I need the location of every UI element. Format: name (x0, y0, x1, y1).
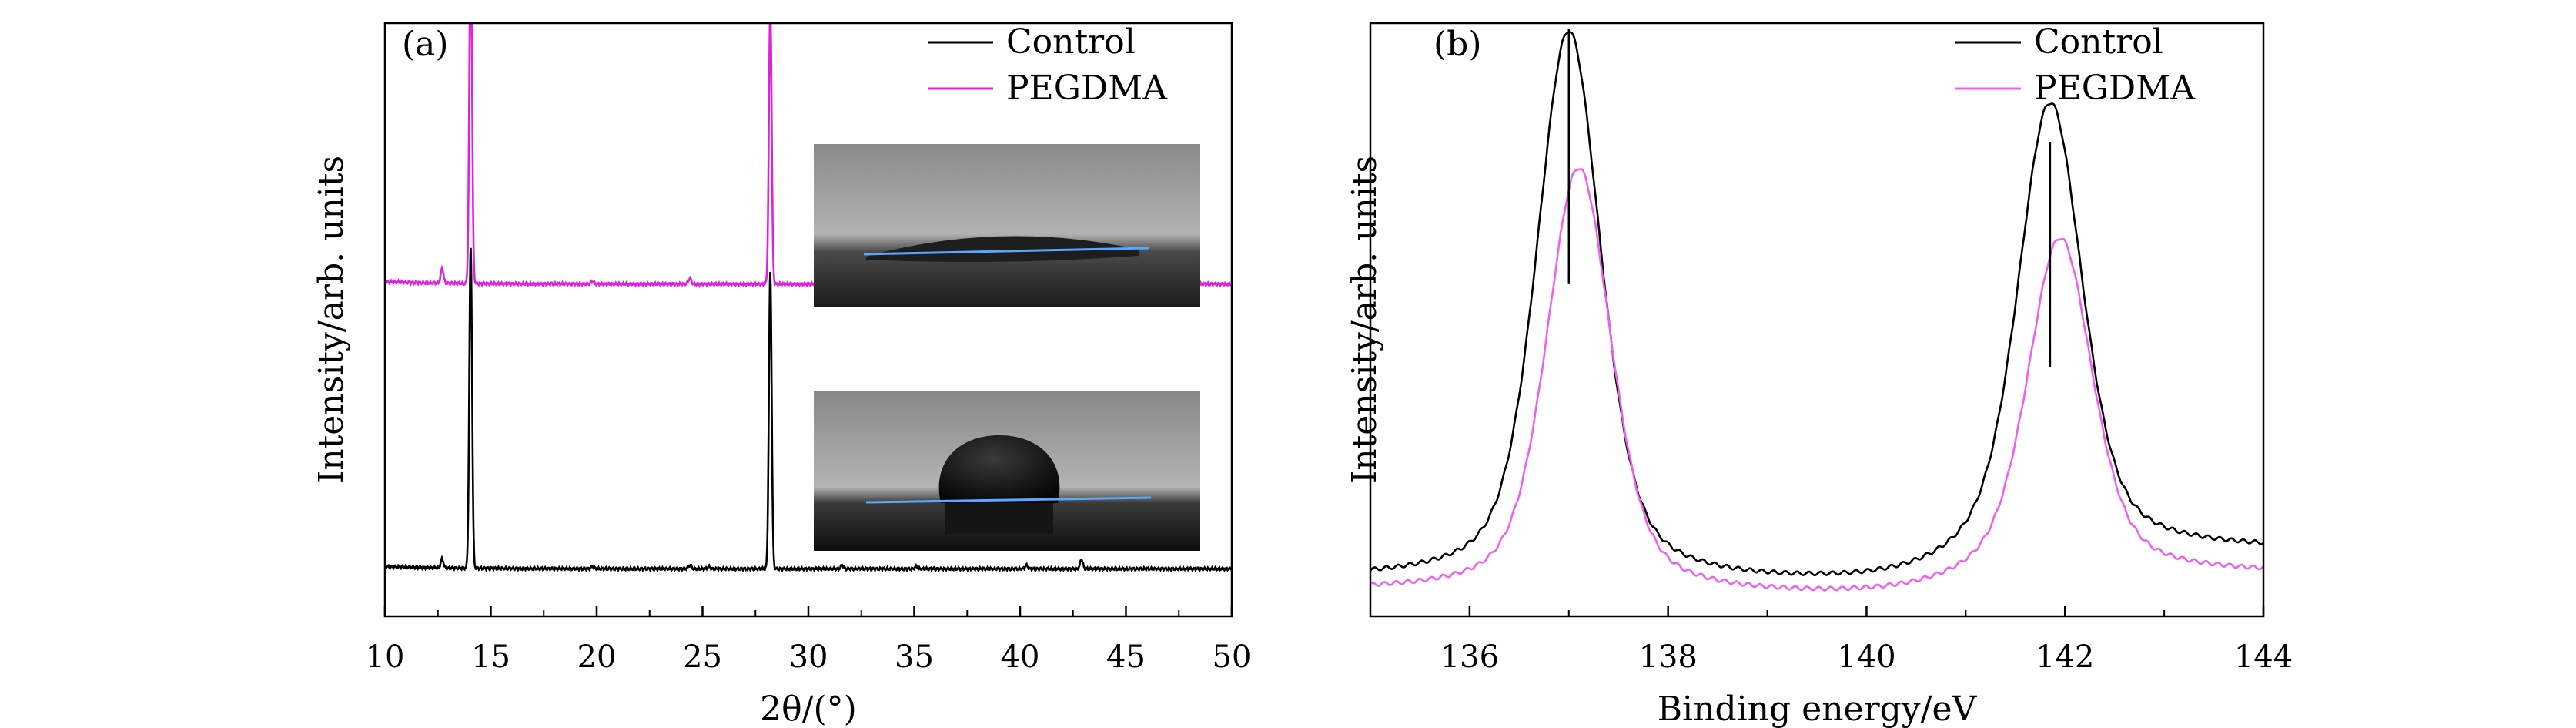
panel-b-series-control (1370, 31, 2263, 576)
panel-a-legend: Control PEGDMA (928, 22, 1168, 108)
panel-b-x-axis-label: Binding energy/eV (1658, 689, 1978, 728)
panel-b-x-tick-label: 138 (1638, 639, 1697, 675)
panel-b-x-tick-label: 136 (1440, 639, 1499, 675)
panel-a-x-tick-label: 45 (1106, 639, 1146, 675)
panel-b: 136 138 140 142 144 (b) Binding energy/eV In… (1345, 22, 2293, 728)
panel-a-legend-label-pegdma: PEGDMA (1006, 69, 1168, 108)
panel-a-series-control (385, 247, 1232, 573)
panel-a-x-tick-label: 15 (471, 639, 510, 675)
panel-a-x-tick-label: 10 (366, 639, 405, 675)
panel-b-x-tick-label: 144 (2234, 639, 2293, 675)
contact-angle-photo-control (814, 391, 1200, 551)
panel-b-x-ticks: 136 138 140 142 144 (1370, 606, 2293, 675)
panel-a-x-tick-label: 30 (789, 639, 828, 675)
panel-b-legend-label-control: Control (2034, 22, 2163, 62)
panel-a: 10 15 20 25 30 35 40 45 50 (a) 2θ/(°) Intensity/… (312, 22, 1252, 728)
panel-a-x-tick-label: 35 (895, 639, 934, 675)
panel-a-x-ticks: 10 15 20 25 30 35 40 45 50 (366, 606, 1252, 675)
panel-a-x-tick-label: 40 (1001, 639, 1040, 675)
panel-a-label: (a) (402, 25, 449, 64)
panel-b-legend: Control PEGDMA (1955, 22, 2196, 108)
panel-b-x-tick-label: 140 (1837, 639, 1895, 675)
panel-a-x-tick-label: 25 (683, 639, 722, 675)
panel-a-legend-label-control: Control (1006, 22, 1136, 62)
panel-b-y-axis-label: Intensity/arb. units (1345, 156, 1384, 484)
panel-b-frame (1369, 22, 2265, 618)
panel-b-curves (1370, 29, 2263, 592)
panel-a-y-axis-label: Intensity/arb. units (312, 156, 351, 484)
panel-b-series-pegdma (1370, 168, 2263, 592)
panel-a-x-tick-label: 20 (577, 639, 617, 675)
contact-angle-photo-pegdma (814, 144, 1200, 307)
panel-a-x-axis-label: 2θ/(°) (760, 689, 857, 728)
panel-b-legend-label-pegdma: PEGDMA (2034, 69, 2196, 108)
panel-b-label: (b) (1434, 25, 1482, 64)
panel-a-x-tick-label: 50 (1213, 639, 1252, 675)
panel-b-x-tick-label: 142 (2036, 639, 2094, 675)
